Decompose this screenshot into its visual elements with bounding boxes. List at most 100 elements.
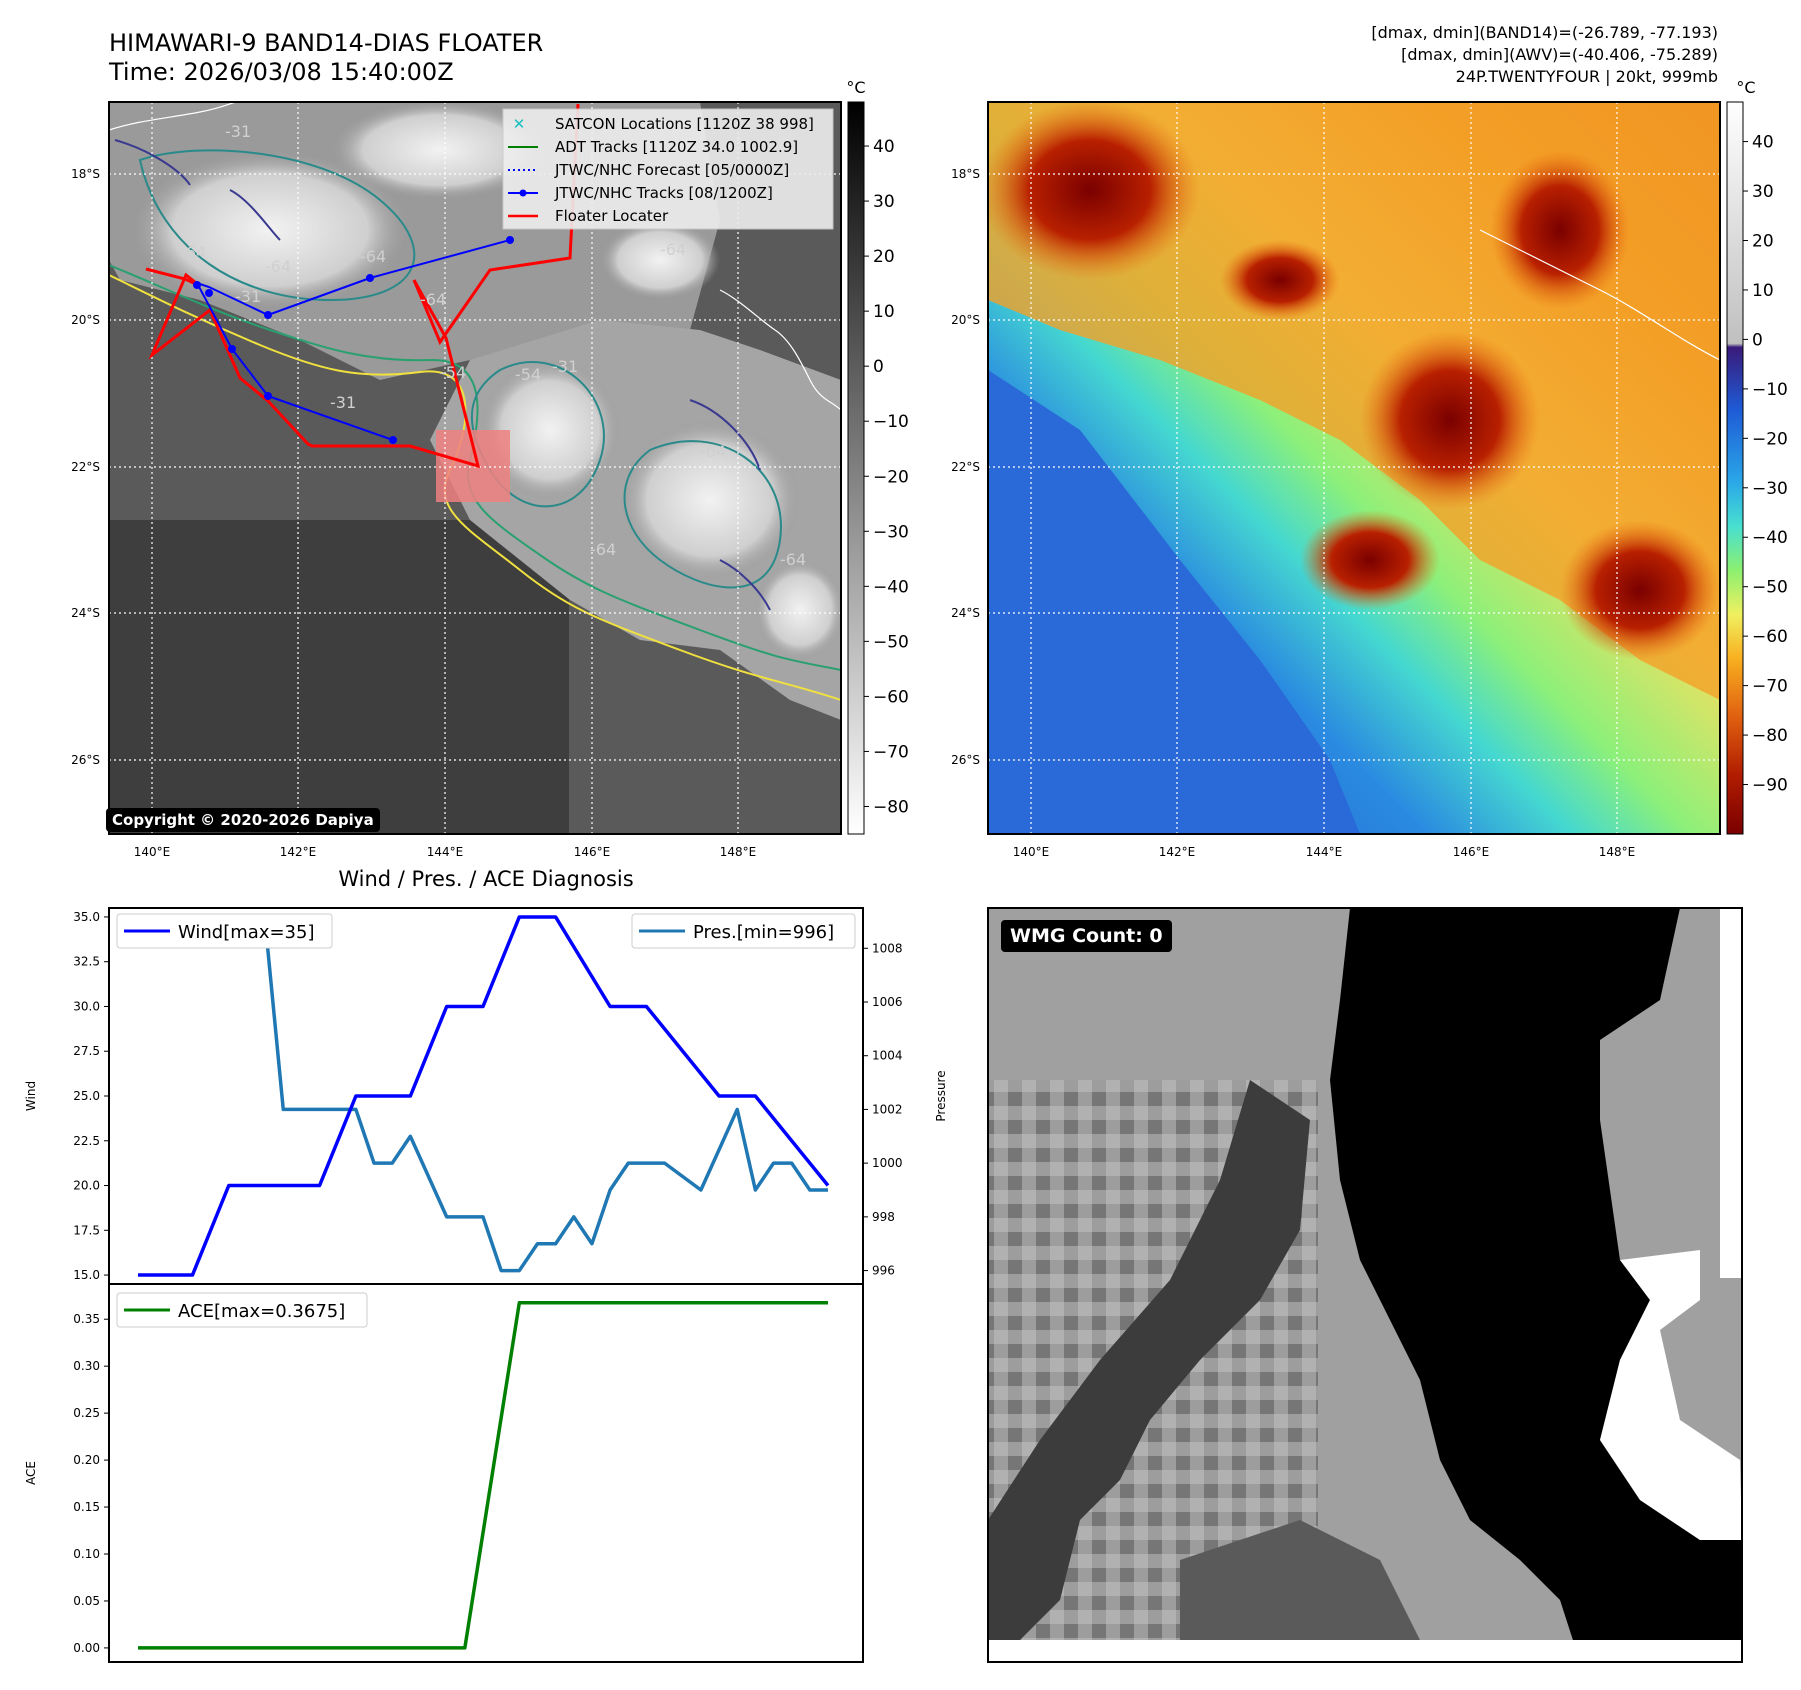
- wind-y-ticks: 15.0 17.5 20.0 22.5 25.0 27.5 30.0 32.5 35.0: [73, 910, 109, 1282]
- wv-dry-ocean: [988, 370, 1360, 834]
- colorbar-tick-label: −80: [1752, 726, 1788, 746]
- colorbar-tick-label: −60: [1752, 627, 1788, 647]
- colorbar-tick-label: −60: [873, 687, 909, 707]
- pressure-legend: Pres.[min=996]: [631, 913, 856, 949]
- contour-label: -64: [265, 257, 291, 276]
- wv-gridlines: [988, 102, 1720, 834]
- legend-adt-label: ADT Tracks [1120Z 34.0 1002.9]: [555, 138, 798, 156]
- wmg-mid-region: [1180, 1520, 1420, 1640]
- y-tick-label: 1004: [872, 1049, 903, 1063]
- contour-label: -64: [420, 290, 446, 309]
- legend-floater-label: Floater Locater: [555, 207, 669, 225]
- colorbar-tick-label: −20: [873, 467, 909, 487]
- colorbar-tick-label: 0: [1752, 330, 1763, 350]
- lon-label: 142°E: [280, 845, 317, 859]
- y-tick-label: 17.5: [73, 1223, 100, 1237]
- colorbar-tick-label: −10: [873, 412, 909, 432]
- contour-label: -64: [780, 550, 806, 569]
- lat-label: 20°S: [951, 313, 980, 327]
- contour-label: -31: [235, 287, 261, 306]
- y-tick-label: 998: [872, 1210, 895, 1224]
- colorbar-tick-label: −30: [873, 522, 909, 542]
- ir-cloud-top-2: [330, 102, 550, 200]
- colorbar-tick-label: −70: [1752, 677, 1788, 697]
- lat-label: 18°S: [951, 167, 980, 181]
- wmg-white-right-strip: [1720, 908, 1742, 1278]
- ir-cloud-top-3: [480, 360, 620, 500]
- info-storm-summary: 24P.TWENTYFOUR | 20kt, 999mb: [1456, 67, 1718, 86]
- ir-map-panel: -31 -64 -64 -31 -64 -31 -64 -54 -31 -64 …: [71, 78, 909, 859]
- ir-lat-labels: 18°S 20°S 22°S 24°S 26°S: [71, 167, 100, 767]
- wv-cold-core-6: [1300, 510, 1440, 610]
- diagnosis-panel: Wind / Pres. / ACE Diagnosis Wind Pressu…: [24, 867, 948, 1663]
- legend-tracks-label: JTWC/NHC Tracks [08/1200Z]: [554, 184, 773, 202]
- series-layer: [138, 915, 830, 1650]
- contour-label: -64: [590, 540, 616, 559]
- colorbar-tick-label: −80: [873, 797, 909, 817]
- wind-axis-label: Wind: [24, 1081, 38, 1111]
- ir-cloud-top-6: [755, 560, 841, 660]
- wmg-white-warm-region: [1600, 1250, 1742, 1540]
- y-tick-label: 22.5: [73, 1134, 100, 1148]
- wv-cold-core-1: [988, 102, 1200, 280]
- colorbar-tick-label: −40: [1752, 528, 1788, 548]
- y-tick-label: 0.15: [73, 1500, 100, 1514]
- y-tick-label: 0.20: [73, 1453, 100, 1467]
- wv-colorbar-ticks: 40 30 20 10 0 −10 −20 −30 −40 −50 −60 −70 −80 −90: [1743, 133, 1788, 796]
- ir-legend: ✕ SATCON Locations [1120Z 38 998] ADT Tr…: [502, 108, 834, 230]
- y-tick-label: 20.0: [73, 1179, 100, 1193]
- lat-label: 20°S: [71, 313, 100, 327]
- lat-label: 26°S: [71, 753, 100, 767]
- colorbar-tick-label: −90: [1752, 776, 1788, 796]
- y-tick-label: 30.0: [73, 999, 100, 1013]
- contour-label: -31: [552, 357, 578, 376]
- contour-label: -64: [360, 247, 386, 266]
- copyright-watermark: Copyright © 2020-2026 Dapiya: [106, 808, 380, 832]
- y-tick-label: 15.0: [73, 1268, 100, 1282]
- wv-colorbar-unit: °C: [1736, 78, 1755, 97]
- pressure-legend-box: [631, 913, 856, 949]
- coastline: [719, 289, 841, 411]
- colorbar-tick-label: 0: [873, 357, 884, 377]
- wind-series-line: [138, 915, 830, 1277]
- y-tick-label: 0.25: [73, 1406, 100, 1420]
- y-tick-label: 1002: [872, 1102, 903, 1116]
- info-band14-range: [dmax, dmin](BAND14)=(-26.789, -77.193): [1371, 23, 1718, 42]
- wv-cold-core-4: [1490, 150, 1630, 310]
- colorbar-tick-label: −50: [873, 632, 909, 652]
- wmg-panel: [987, 907, 1743, 1663]
- colorbar-tick-label: −40: [873, 577, 909, 597]
- wv-map-frame: [987, 101, 1721, 835]
- contour-label: -54: [440, 363, 466, 382]
- jtwc-track-points: [193, 236, 514, 444]
- coastline-northwest: [109, 102, 241, 131]
- ir-contour-navy: [114, 139, 771, 611]
- wind-legend-box: [116, 913, 333, 949]
- ace-y-ticks: 0.00 0.05 0.10 0.15 0.20 0.25 0.30 0.35: [73, 1312, 109, 1655]
- wmg-dark-band: [988, 1080, 1310, 1640]
- wmg-count-badge: WMG Count: 0: [1001, 920, 1172, 952]
- lat-label: 22°S: [71, 460, 100, 474]
- y-tick-label: 1008: [872, 941, 903, 955]
- colorbar-tick-label: −70: [873, 742, 909, 762]
- legend-forecast-label: JTWC/NHC Forecast [05/0000Z]: [554, 161, 789, 179]
- ace-legend-box: [116, 1292, 368, 1328]
- diagnosis-title: Wind / Pres. / ACE Diagnosis: [338, 867, 633, 891]
- lon-label: 144°E: [427, 845, 464, 859]
- ir-colorbar: [847, 101, 865, 835]
- y-tick-label: 27.5: [73, 1044, 100, 1058]
- wind-legend: Wind[max=35]: [116, 913, 333, 949]
- wmg-frame: [987, 907, 1743, 1663]
- ir-lon-labels: 140°E 142°E 144°E 146°E 148°E: [134, 845, 757, 859]
- wv-lat-labels: 18°S 20°S 22°S 24°S 26°S: [951, 167, 980, 767]
- ace-legend-label: ACE[max=0.3675]: [178, 1301, 345, 1322]
- colorbar-tick-label: −20: [1752, 429, 1788, 449]
- wmg-black-cold-region: [1330, 908, 1742, 1662]
- ir-cloud-top-1: [130, 150, 410, 310]
- lat-label: 24°S: [71, 606, 100, 620]
- wv-cold-core-5: [1560, 520, 1720, 660]
- wv-lon-labels: 140°E 142°E 144°E 146°E 148°E: [1013, 845, 1636, 859]
- y-tick-label: 1000: [872, 1156, 903, 1170]
- colorbar-tick-label: −10: [1752, 380, 1788, 400]
- contour-label: -64: [180, 243, 206, 262]
